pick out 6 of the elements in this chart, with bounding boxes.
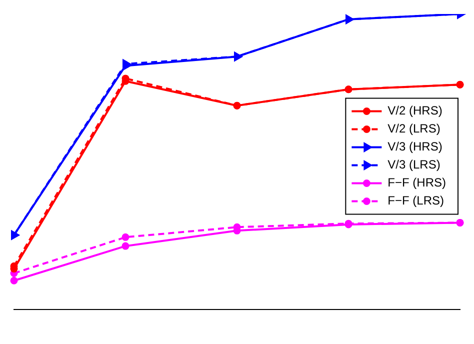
- legend-label: F−F (LRS): [388, 194, 444, 208]
- legend-label: V/3 (LRS): [388, 158, 440, 172]
- legend-label: V/2 (LRS): [388, 122, 440, 136]
- legend-label: V/2 (HRS): [388, 104, 442, 118]
- legend-label: F−F (HRS): [388, 176, 446, 190]
- legend-label: V/3 (HRS): [388, 140, 442, 154]
